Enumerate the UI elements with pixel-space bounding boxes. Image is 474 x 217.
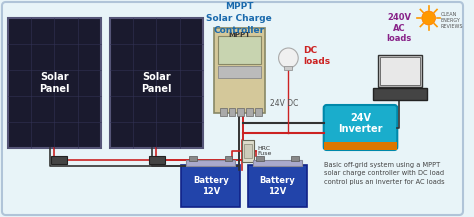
- Bar: [255, 108, 262, 116]
- Text: MPPT
Solar Charge
Controller: MPPT Solar Charge Controller: [207, 2, 272, 35]
- Bar: [380, 57, 420, 85]
- Bar: [189, 156, 197, 161]
- Bar: [228, 108, 236, 116]
- Text: 24V DC: 24V DC: [270, 99, 299, 107]
- Text: HRC
Fuse: HRC Fuse: [257, 146, 272, 156]
- Bar: [284, 66, 292, 70]
- Circle shape: [422, 11, 436, 25]
- Bar: [246, 108, 253, 116]
- Text: Battery
12V: Battery 12V: [193, 176, 229, 196]
- Text: 24V
Inverter: 24V Inverter: [338, 113, 383, 134]
- Text: Solar
Panel: Solar Panel: [141, 72, 172, 94]
- Bar: [149, 156, 165, 164]
- Bar: [248, 165, 307, 207]
- Bar: [110, 18, 203, 148]
- Bar: [218, 36, 261, 64]
- Bar: [242, 140, 254, 162]
- Bar: [256, 156, 264, 161]
- Bar: [373, 88, 427, 100]
- Text: 240V
AC
loads: 240V AC loads: [387, 13, 412, 43]
- Text: Solar
Panel: Solar Panel: [39, 72, 70, 94]
- FancyBboxPatch shape: [324, 105, 397, 150]
- Bar: [186, 160, 236, 166]
- Text: DC
loads: DC loads: [303, 46, 330, 66]
- Bar: [214, 28, 265, 113]
- Bar: [220, 108, 227, 116]
- Bar: [244, 144, 252, 158]
- Text: Basic off-grid system using a MPPT
solar charge controller with DC load
control : Basic off-grid system using a MPPT solar…: [324, 162, 444, 185]
- FancyBboxPatch shape: [2, 2, 463, 215]
- Bar: [378, 55, 422, 87]
- Bar: [237, 108, 244, 116]
- Bar: [218, 66, 261, 78]
- Bar: [324, 142, 397, 150]
- Bar: [253, 160, 302, 166]
- Bar: [292, 156, 299, 161]
- Bar: [225, 156, 232, 161]
- Circle shape: [279, 48, 298, 68]
- Bar: [8, 18, 101, 148]
- Bar: [182, 165, 240, 207]
- Text: MPPT: MPPT: [228, 32, 250, 38]
- Text: CLEAN
ENERGY
REVIEWS: CLEAN ENERGY REVIEWS: [440, 12, 463, 29]
- Bar: [51, 156, 67, 164]
- Text: Battery
12V: Battery 12V: [260, 176, 295, 196]
